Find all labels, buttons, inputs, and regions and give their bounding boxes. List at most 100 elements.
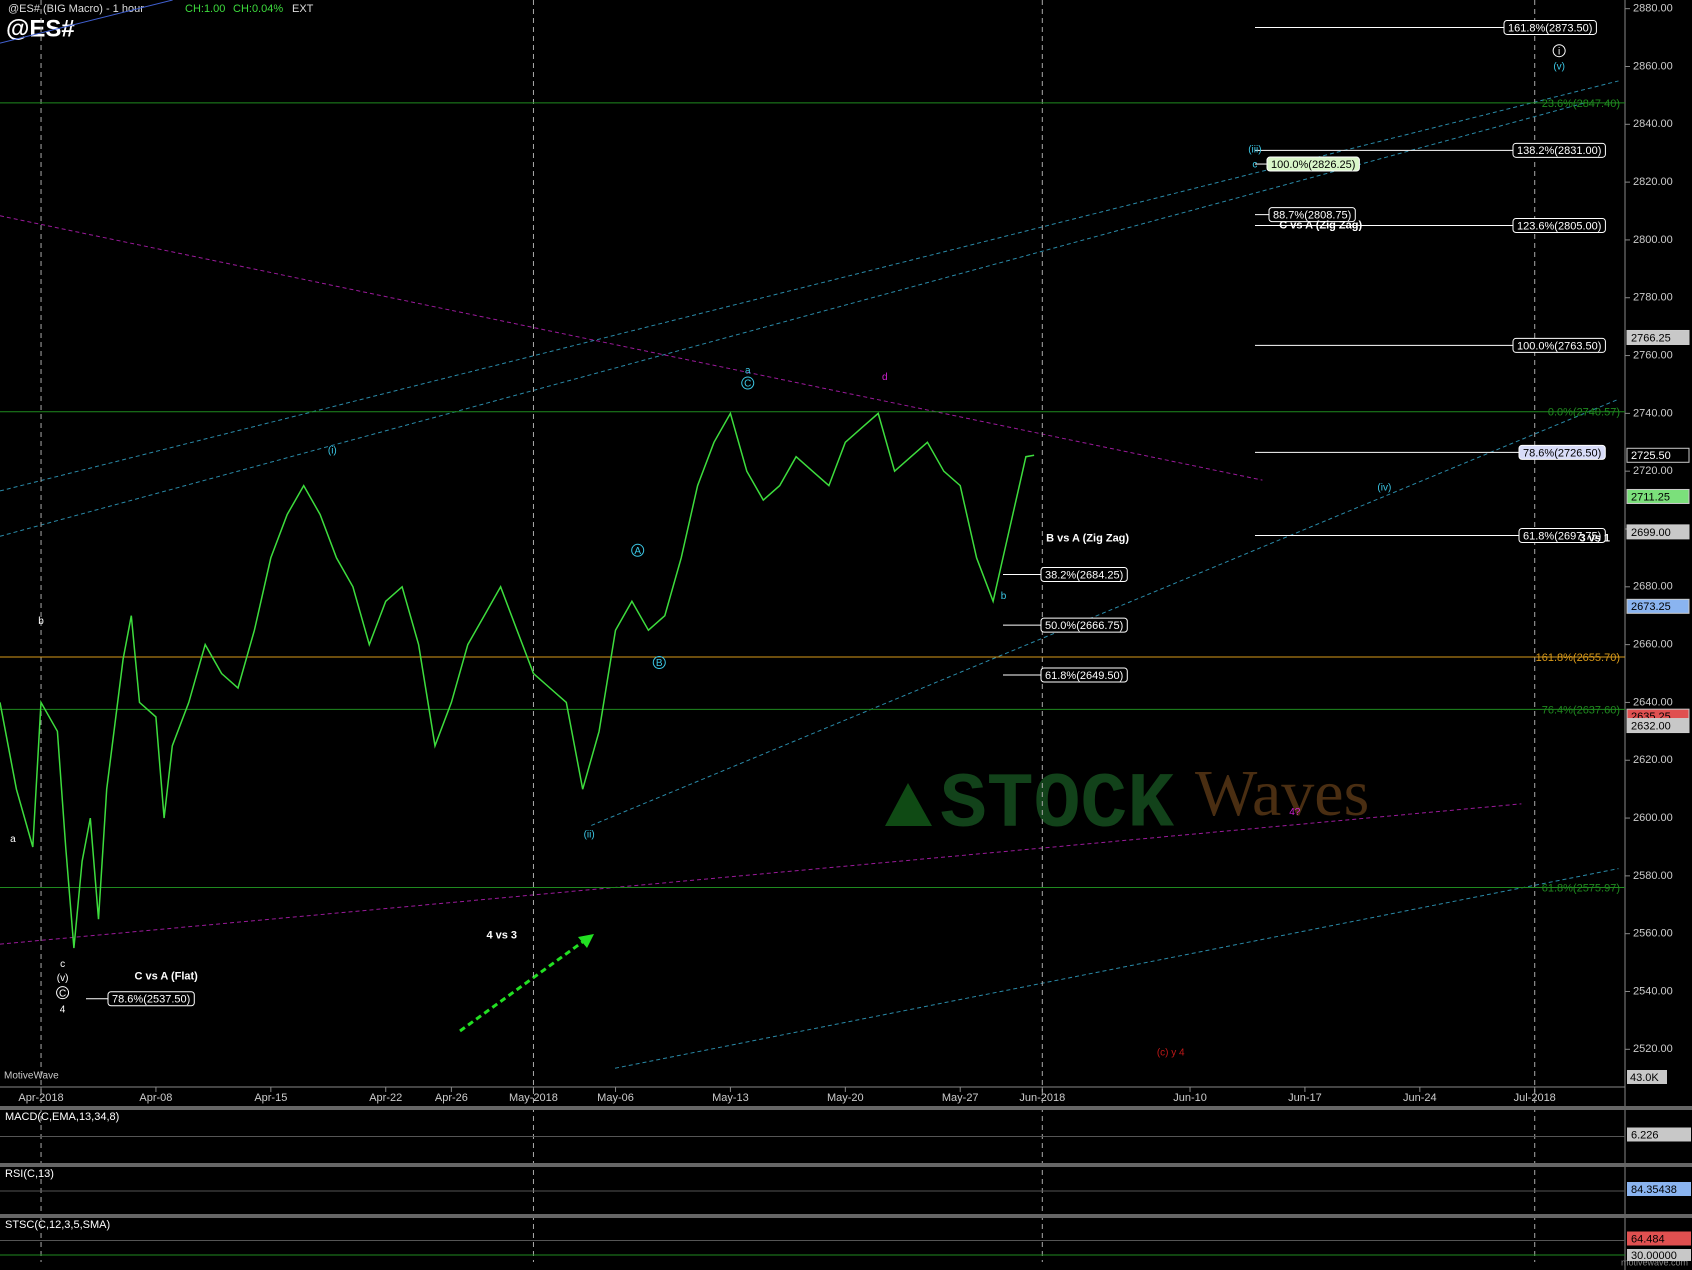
trend-line bbox=[614, 868, 1619, 1069]
trend-line bbox=[591, 398, 1619, 826]
y-tick-label: 2720.00 bbox=[1633, 465, 1673, 477]
price-marker-label: 2699.00 bbox=[1631, 527, 1671, 539]
indicator-name: MACD(C,EMA,13,34,8) bbox=[5, 1111, 119, 1123]
fib-box bbox=[1266, 156, 1360, 172]
wave-label: (iii) bbox=[1248, 145, 1261, 156]
wave-label: 4? bbox=[1289, 807, 1301, 818]
price-line bbox=[0, 411, 1035, 949]
fib-label: 61.8%(2697.75) bbox=[1523, 530, 1601, 542]
indicator-value: 64.484 bbox=[1631, 1233, 1665, 1245]
arrow bbox=[459, 936, 589, 1033]
fib-box bbox=[1040, 617, 1128, 633]
price-marker-label: 2711.25 bbox=[1631, 491, 1670, 503]
x-tick-label: Jul-2018 bbox=[1514, 1092, 1556, 1104]
wave-label: a bbox=[745, 366, 751, 377]
arrow-head bbox=[578, 934, 594, 948]
wave-label: c bbox=[60, 959, 65, 970]
x-tick-label: Apr-15 bbox=[254, 1092, 287, 1104]
y-tick-label: 2620.00 bbox=[1633, 754, 1673, 766]
wave-circle bbox=[741, 376, 755, 390]
wave-label: i bbox=[1558, 46, 1560, 57]
price-marker-label: 2766.25 bbox=[1631, 332, 1671, 344]
fib-box bbox=[1040, 567, 1128, 583]
logo-text: Waves bbox=[1195, 757, 1369, 830]
panel-divider bbox=[0, 1106, 1692, 1110]
y-tick-label: 2800.00 bbox=[1633, 234, 1673, 246]
annotation: C vs A (Zig Zag) bbox=[1279, 219, 1362, 231]
header: @ES# (BIG Macro) - 1 hour bbox=[8, 3, 144, 15]
y-tick-label: 2640.00 bbox=[1633, 696, 1673, 708]
fib-label: 50.0%(2666.75) bbox=[1045, 620, 1123, 632]
fib-box bbox=[1518, 527, 1606, 543]
indicator-value: 6.226 bbox=[1631, 1129, 1659, 1141]
price-marker bbox=[1626, 718, 1690, 734]
wave-circle bbox=[652, 656, 666, 670]
level-label: 0.0%(2740.57) bbox=[1548, 407, 1620, 419]
x-tick-label: May-27 bbox=[942, 1092, 979, 1104]
price-marker bbox=[1626, 488, 1690, 504]
indicator-level-label: 30.00000 bbox=[1631, 1250, 1677, 1262]
wave-label: (i) bbox=[328, 446, 337, 457]
wave-label: B bbox=[656, 658, 663, 669]
fib-label: 78.6%(2726.50) bbox=[1523, 447, 1601, 459]
wave-circle bbox=[631, 543, 645, 557]
logo-text: STOCK bbox=[940, 762, 1174, 850]
volume-box bbox=[1627, 1070, 1667, 1084]
wave-label: d bbox=[882, 372, 888, 383]
x-tick-label: May-06 bbox=[597, 1092, 634, 1104]
wave-label: a bbox=[10, 834, 16, 845]
indicator-box bbox=[1627, 1249, 1691, 1261]
change: CH:1.00 bbox=[185, 3, 225, 15]
wave-label: (v) bbox=[1553, 61, 1565, 72]
fib-box bbox=[1512, 217, 1606, 233]
price-marker-label: 2725.50 bbox=[1631, 450, 1671, 462]
fib-box bbox=[107, 991, 195, 1007]
wave-label: 4 bbox=[60, 1005, 66, 1016]
y-tick-label: 2840.00 bbox=[1633, 118, 1673, 130]
price-marker-label: 2632.00 bbox=[1631, 720, 1671, 732]
site: motivewave.com bbox=[1621, 1257, 1688, 1267]
wave-label: C bbox=[744, 379, 751, 390]
fib-box bbox=[1040, 667, 1128, 683]
x-tick-label: May-13 bbox=[712, 1092, 749, 1104]
y-tick-label: 2520.00 bbox=[1633, 1043, 1673, 1055]
x-tick-label: Jun-2018 bbox=[1019, 1092, 1065, 1104]
indicator-box bbox=[1627, 1127, 1691, 1142]
wave-label: (c) y 4 bbox=[1157, 1048, 1185, 1059]
fib-label: 161.8%(2873.50) bbox=[1508, 22, 1592, 34]
annotation: 3 vs 1 bbox=[1579, 532, 1610, 544]
fib-label: 138.2%(2831.00) bbox=[1517, 145, 1601, 157]
symbol: @ES# bbox=[6, 15, 75, 42]
y-tick-label: 2860.00 bbox=[1633, 60, 1673, 72]
indicator-name: STSC(C,12,3,5,SMA) bbox=[5, 1219, 110, 1231]
y-tick-label: 2880.00 bbox=[1633, 3, 1673, 15]
x-tick-label: Apr-22 bbox=[369, 1092, 402, 1104]
y-tick-label: 2680.00 bbox=[1633, 581, 1673, 593]
y-tick-label: 2820.00 bbox=[1633, 176, 1673, 188]
y-tick-label: 2740.00 bbox=[1633, 407, 1673, 419]
price-marker bbox=[1626, 329, 1690, 345]
fib-label: 78.6%(2537.50) bbox=[112, 994, 190, 1006]
wave-circle bbox=[56, 986, 70, 1000]
y-tick-label: 2760.00 bbox=[1633, 349, 1673, 361]
x-tick-label: May-20 bbox=[827, 1092, 864, 1104]
fib-label: 61.8%(2649.50) bbox=[1045, 670, 1123, 682]
level-label: 76.4%(2637.60) bbox=[1542, 704, 1620, 716]
x-tick-label: Jun-24 bbox=[1403, 1092, 1437, 1104]
indicator-box bbox=[1627, 1182, 1691, 1196]
panel-divider bbox=[0, 1214, 1692, 1218]
indicator-box bbox=[1627, 1231, 1691, 1246]
fib-label: 100.0%(2763.50) bbox=[1517, 340, 1601, 352]
fib-label: 38.2%(2684.25) bbox=[1045, 569, 1123, 581]
watermark: MotiveWave bbox=[4, 1071, 59, 1082]
session: EXT bbox=[292, 3, 314, 15]
fib-box bbox=[1268, 207, 1356, 223]
wave-label: b bbox=[38, 616, 44, 627]
x-tick-label: Jun-17 bbox=[1288, 1092, 1322, 1104]
change-pct: CH:0.04% bbox=[233, 3, 283, 15]
x-tick-label: Jun-10 bbox=[1173, 1092, 1207, 1104]
y-tick-label: 2540.00 bbox=[1633, 985, 1673, 997]
wave-label: (ii) bbox=[584, 830, 595, 841]
